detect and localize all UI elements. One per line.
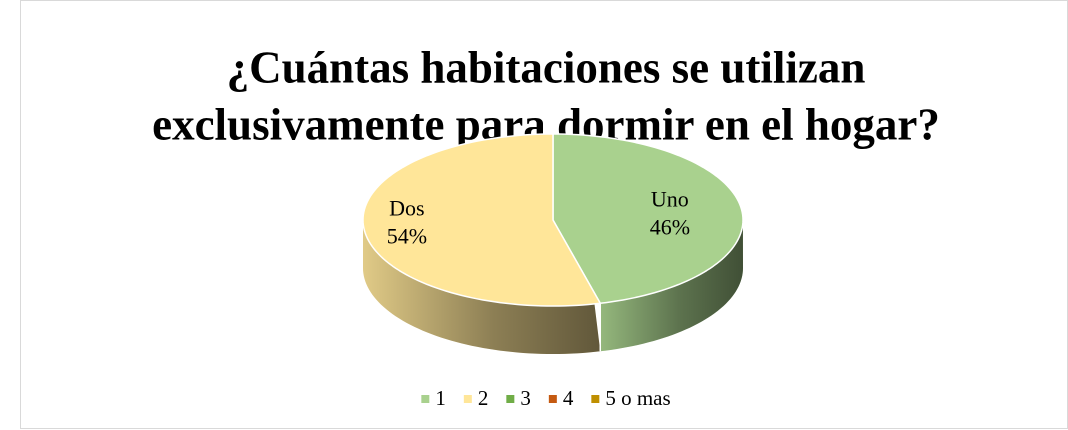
data-label-name: Uno <box>651 186 689 211</box>
slice-side-shade <box>363 220 601 354</box>
legend-swatch <box>421 395 430 403</box>
slice <box>362 133 601 307</box>
legend-swatch <box>506 395 515 403</box>
data-label: 54% <box>387 224 427 249</box>
slice <box>552 133 744 305</box>
legend-label: 5 o mas <box>605 386 670 410</box>
pie: Uno 46% Dos 54% <box>362 133 744 354</box>
data-label-name: Dos <box>389 196 424 221</box>
data-label: 46% <box>650 214 690 239</box>
legend-swatch <box>548 395 557 403</box>
legend-label: 2 <box>478 386 489 410</box>
legend: 1 2 3 4 5 o mas <box>421 386 671 410</box>
legend-swatch <box>463 395 472 403</box>
slice-side-shade <box>600 222 743 352</box>
legend-swatch <box>591 395 600 403</box>
legend-label: 3 <box>520 386 531 410</box>
legend-label: 1 <box>435 386 446 410</box>
chart-title: ¿Cuántas habitaciones se utilizan <box>227 42 866 92</box>
legend-label: 4 <box>563 386 574 410</box>
